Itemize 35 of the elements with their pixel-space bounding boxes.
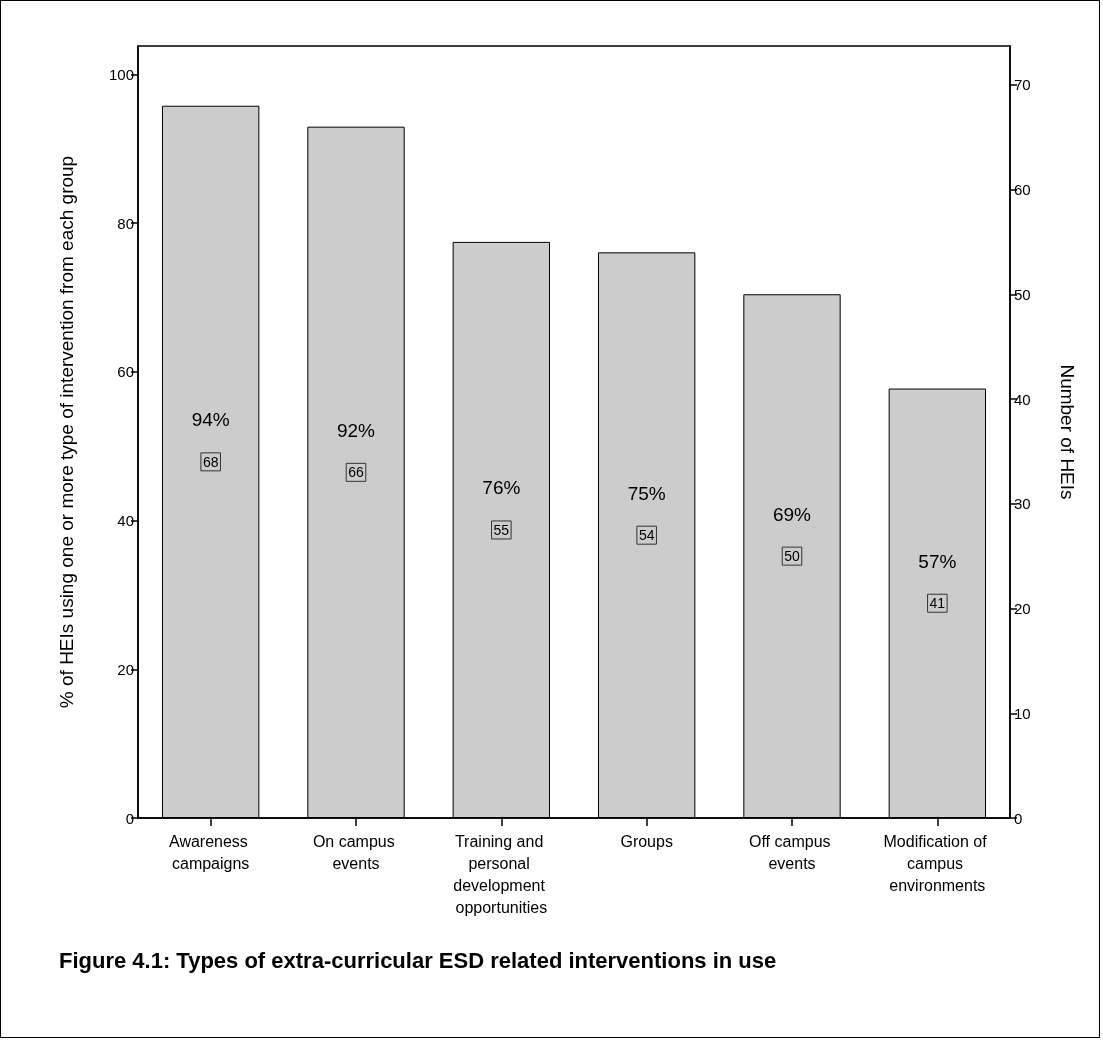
y-axis-title: % of HEIs using one or more type of intervention from each group xyxy=(56,155,77,709)
y-tick-label: 40 xyxy=(117,512,134,529)
y2-tick-label: 10 xyxy=(1014,704,1031,722)
text: Figure 4.1: Types of extra-curricular ESD related interventions in use xyxy=(59,947,777,973)
y2-tick-label: 50 xyxy=(1014,285,1031,303)
annotation: 94% xyxy=(191,409,230,431)
y-tick-label: 0 xyxy=(125,809,134,827)
y2-axis-title: Number of HEIs xyxy=(1057,364,1078,500)
x-tick-label: Modification of campus environments xyxy=(883,832,992,894)
x-tick-label: Groups xyxy=(620,832,673,850)
y-tick-label: 60 xyxy=(117,363,134,381)
y-tick-label: 20 xyxy=(117,660,134,678)
data-label: 66 xyxy=(348,464,364,481)
y-tick-label: 80 xyxy=(117,214,134,232)
x-tick-label: Awareness campaigns xyxy=(169,832,253,872)
annotation: 75% xyxy=(627,482,666,504)
y2-tick-label: 40 xyxy=(1014,390,1031,408)
data-label: 54 xyxy=(638,527,655,544)
y2-tick-label: 70 xyxy=(1014,76,1031,94)
y-tick-label: 100 xyxy=(108,65,134,83)
data-label: 55 xyxy=(493,521,510,538)
data-label: 68 xyxy=(202,453,219,470)
x-tick-label: Off campus events xyxy=(749,832,835,872)
data-label: 50 xyxy=(784,548,800,565)
y2-tick-label: 60 xyxy=(1014,181,1031,199)
annotation: 92% xyxy=(336,419,376,441)
annotation: 76% xyxy=(482,477,521,499)
x-tick-label: On campus events xyxy=(312,832,400,872)
y2-tick-label: 0 xyxy=(1014,809,1023,827)
data-label: 41 xyxy=(929,595,946,612)
annotation: 57% xyxy=(918,550,957,572)
y2-tick-label: 20 xyxy=(1014,600,1031,617)
annotation: 69% xyxy=(772,503,812,525)
y2-tick-label: 30 xyxy=(1014,495,1031,513)
x-tick-label: Training and personal development opportunities xyxy=(453,832,550,916)
